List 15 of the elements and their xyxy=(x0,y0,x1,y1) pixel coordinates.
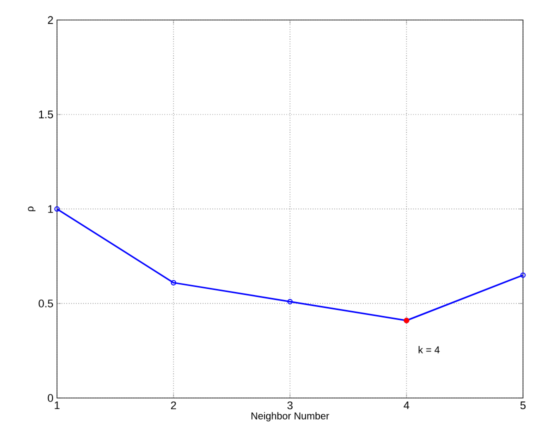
x-tick-label: 5 xyxy=(520,402,526,410)
y-tick-label: 0 xyxy=(48,394,54,402)
y-tick-label: 1.5 xyxy=(39,110,54,118)
y-tick-label: 0.5 xyxy=(38,300,54,308)
y-tick-label: 1 xyxy=(48,205,53,213)
x-axis-title: Neighbor Number xyxy=(252,412,330,422)
point xyxy=(287,298,293,304)
x-tick-label: 1 xyxy=(54,402,60,410)
y-axis-title: ρ xyxy=(28,206,36,212)
x-tick-label: 4 xyxy=(404,402,410,410)
point xyxy=(170,280,176,286)
x-tick-label: 3 xyxy=(287,402,293,410)
x-tick-label: 2 xyxy=(171,402,176,410)
y-tick-label: 2 xyxy=(48,16,53,24)
annotation: k = 4 xyxy=(418,346,440,354)
